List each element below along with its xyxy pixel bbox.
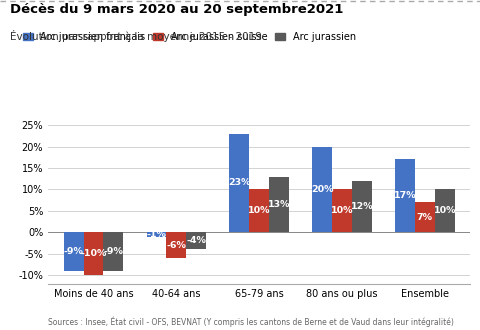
Bar <box>332 189 352 232</box>
Text: 17%: 17% <box>394 191 416 200</box>
Text: 10%: 10% <box>433 206 456 215</box>
Text: -6%: -6% <box>167 241 186 250</box>
Bar <box>269 177 289 232</box>
Text: Évolution par rapport à la moyenne 2015 - 2019: Évolution par rapport à la moyenne 2015 … <box>10 30 262 42</box>
Bar <box>415 202 435 232</box>
Bar <box>435 189 455 232</box>
Bar <box>146 232 167 237</box>
Text: Décès du 9 mars 2020 au 20 septembre2021: Décès du 9 mars 2020 au 20 septembre2021 <box>10 3 343 16</box>
Text: -1%: -1% <box>146 230 167 239</box>
Bar <box>395 159 415 232</box>
Text: 13%: 13% <box>268 200 290 209</box>
Text: -4%: -4% <box>186 236 206 246</box>
Bar <box>312 147 332 232</box>
Text: -10%: -10% <box>80 249 107 258</box>
Bar <box>104 232 123 271</box>
Bar <box>167 232 186 258</box>
Text: 10%: 10% <box>331 206 353 215</box>
Bar <box>186 232 206 249</box>
Text: -9%: -9% <box>64 247 84 256</box>
Bar <box>84 232 104 275</box>
Bar <box>249 189 269 232</box>
Bar <box>229 134 249 232</box>
Legend: Arc jurassien français, Arc jurassien suisse, Arc jurassien: Arc jurassien français, Arc jurassien su… <box>19 28 360 46</box>
Text: 10%: 10% <box>248 206 270 215</box>
Text: 12%: 12% <box>350 202 373 211</box>
Text: 23%: 23% <box>228 179 251 187</box>
Text: Sources : Insee, État civil - OFS, BEVNAT (Y compris les cantons de Berne et de : Sources : Insee, État civil - OFS, BEVNA… <box>48 316 454 327</box>
Text: 7%: 7% <box>417 213 433 222</box>
Text: -9%: -9% <box>104 247 123 256</box>
Bar <box>64 232 84 271</box>
Bar <box>352 181 372 232</box>
Text: 20%: 20% <box>311 185 334 194</box>
